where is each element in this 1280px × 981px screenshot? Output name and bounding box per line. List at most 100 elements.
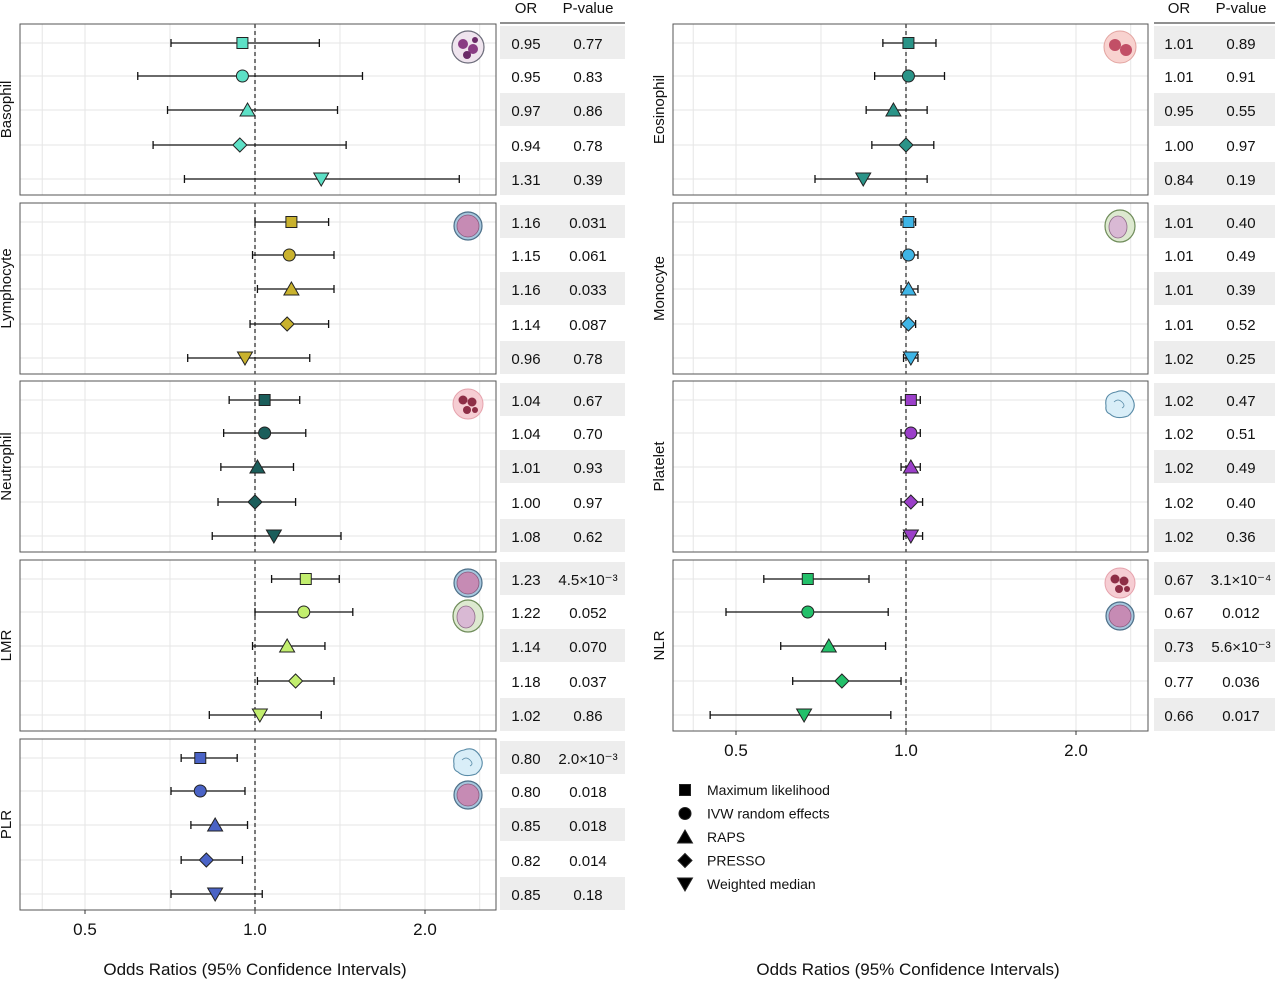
x-axis-label: Odds Ratios (95% Confidence Intervals) [103, 960, 406, 979]
x-tick-label: 0.5 [724, 741, 748, 760]
estimate-row: 1.01 0.52 [900, 316, 1256, 334]
table-row-shade [1154, 698, 1275, 731]
estimate-row: 1.02 0.36 [902, 519, 1275, 552]
estimate-row: 0.73 5.6×10⁻³ [780, 629, 1275, 662]
p-value: 0.070 [569, 639, 607, 656]
p-value: 0.012 [1222, 605, 1260, 622]
or-value: 1.18 [511, 674, 540, 691]
estimate-row: 0.77 0.036 [792, 673, 1260, 691]
or-value: 0.80 [511, 784, 540, 801]
estimate-row: 1.22 0.052 [254, 605, 607, 622]
or-value: 0.84 [1164, 172, 1193, 189]
estimate-row: 0.95 0.55 [865, 93, 1275, 126]
point-estimate [904, 394, 917, 406]
point-estimate [902, 216, 915, 228]
lymphocyte-icon [1105, 601, 1135, 631]
table-row-shade [1154, 93, 1275, 126]
point-estimate [193, 784, 207, 798]
point-estimate [258, 426, 272, 440]
basophil-icon [451, 30, 485, 64]
table-row-shade [500, 877, 625, 910]
monocyte-icon [452, 599, 484, 633]
x-tick-label: 1.0 [894, 741, 918, 760]
table-row-shade [500, 808, 625, 841]
table-row-shade [1154, 519, 1275, 552]
panel-border [19, 738, 497, 911]
x-tick-label: 2.0 [413, 920, 437, 939]
p-value: 4.5×10⁻³ [558, 572, 617, 589]
point-estimate [287, 673, 304, 689]
or-value: 0.85 [511, 818, 540, 835]
p-value: 0.39 [573, 172, 602, 189]
or-value: 0.97 [511, 103, 540, 120]
table-row-shade [1154, 383, 1275, 416]
estimate-row: 0.95 0.77 [170, 26, 625, 59]
p-value: 0.18 [573, 887, 602, 904]
p-value: 0.25 [1226, 351, 1255, 368]
panel-label: Lymphocyte [0, 248, 15, 328]
table-row-shade [500, 741, 625, 774]
p-value: 0.70 [573, 426, 602, 443]
point-estimate [902, 458, 920, 474]
estimate-row: 1.31 0.39 [183, 162, 625, 195]
estimate-row: 1.01 0.40 [900, 205, 1275, 238]
or-value: 1.01 [1164, 282, 1193, 299]
or-value: 0.94 [511, 138, 540, 155]
p-value: 0.49 [1226, 460, 1255, 477]
panel-platelet: Platelet 1.02 0.47 1.02 0.51 1.02 0.49 1.02 0.40… [651, 380, 1275, 553]
p-value: 0.39 [1226, 282, 1255, 299]
estimate-row: 1.02 0.51 [900, 426, 1256, 443]
or-value: 1.04 [511, 426, 540, 443]
or-value: 0.80 [511, 751, 540, 768]
panel-label: NLR [651, 630, 668, 660]
point-estimate [903, 494, 919, 510]
p-value: 0.51 [1226, 426, 1255, 443]
or-value: 1.02 [1164, 495, 1193, 512]
point-estimate [820, 637, 838, 653]
header-or: OR [515, 0, 538, 17]
point-estimate [898, 137, 914, 153]
panel-label: LMR [0, 629, 15, 661]
or-value: 1.31 [511, 172, 540, 189]
panel-basophil: Basophil 0.95 0.77 0.95 0.83 0.97 0.86 0.94 0.78… [0, 23, 625, 196]
neutrophil-icon [452, 388, 484, 420]
legend-label: RAPS [707, 829, 745, 845]
estimate-row: 1.02 0.25 [902, 341, 1275, 374]
estimate-row: 0.82 0.014 [180, 852, 607, 870]
table-row-shade [500, 629, 625, 662]
table-row-shade [1154, 162, 1275, 195]
legend-marker [676, 828, 694, 844]
p-value: 0.83 [573, 69, 602, 86]
point-estimate [258, 394, 271, 406]
point-estimate [854, 172, 872, 188]
p-value: 0.97 [1226, 138, 1255, 155]
point-estimate [235, 69, 249, 83]
or-value: 0.66 [1164, 708, 1193, 725]
platelet-icon [1105, 390, 1135, 419]
point-estimate [834, 673, 850, 689]
legend-item: Maximum likelihood [679, 782, 830, 798]
point-estimate [206, 887, 224, 903]
estimate-row: 1.00 0.97 [217, 494, 603, 512]
estimate-row: 0.67 0.012 [725, 605, 1260, 622]
or-value: 1.08 [511, 529, 540, 546]
estimate-row: 0.80 0.018 [170, 784, 607, 801]
estimate-row: 1.23 4.5×10⁻³ [270, 562, 625, 595]
or-value: 1.16 [511, 282, 540, 299]
estimate-row: 1.00 0.97 [871, 137, 1256, 155]
platelet-icon [453, 748, 483, 777]
p-value: 0.89 [1226, 36, 1255, 53]
table-row-shade [500, 272, 625, 305]
point-estimate [285, 216, 298, 228]
header-or: OR [1168, 0, 1191, 17]
estimate-row: 1.15 0.061 [251, 248, 607, 265]
or-value: 1.01 [1164, 317, 1193, 334]
p-value: 0.91 [1226, 69, 1255, 86]
point-estimate [801, 573, 814, 585]
panel-border [19, 23, 497, 196]
panel-border [19, 202, 497, 375]
table-row-shade [500, 519, 625, 552]
estimate-row: 0.97 0.86 [166, 93, 625, 126]
legend-marker [676, 877, 694, 893]
or-value: 1.02 [1164, 460, 1193, 477]
